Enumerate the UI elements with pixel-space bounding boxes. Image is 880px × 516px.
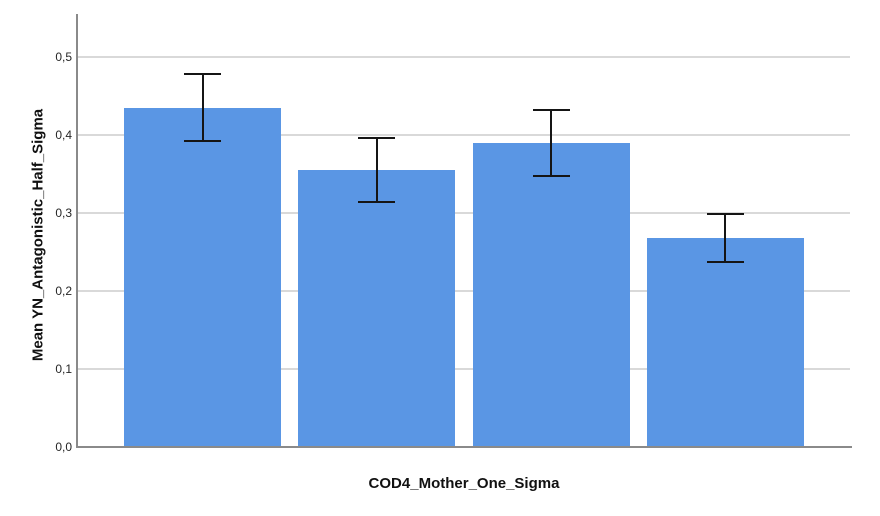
error-bar-cap-bottom [533, 175, 570, 177]
gridline [78, 212, 850, 214]
y-tick-label: 0,3 [55, 206, 72, 220]
error-bar-line [724, 213, 726, 263]
y-tick-label: 0,0 [55, 440, 72, 454]
error-bar-cap-bottom [358, 201, 395, 203]
y-axis-title: Mean YN_Antagonistic_Half_Sigma [29, 108, 47, 362]
gridline [78, 290, 850, 292]
gridline [78, 368, 850, 370]
y-tick-label: 0,4 [55, 128, 72, 142]
x-axis-line [76, 446, 852, 448]
y-tick-label: 0,5 [55, 50, 72, 64]
error-bar-line [550, 109, 552, 177]
bar [473, 143, 630, 446]
error-bar-line [202, 73, 204, 142]
y-tick-label: 0,2 [55, 284, 72, 298]
error-bar-cap-bottom [184, 140, 221, 142]
y-tick-label: 0,1 [55, 362, 72, 376]
error-bar-cap-top [533, 109, 570, 111]
error-bar-cap-bottom [707, 261, 744, 263]
bar [647, 238, 804, 446]
gridline [78, 134, 850, 136]
error-bar-line [376, 137, 378, 203]
bar [124, 108, 281, 446]
bar [298, 170, 455, 446]
error-bar-cap-top [707, 213, 744, 215]
error-bar-cap-top [184, 73, 221, 75]
y-axis-line [76, 14, 78, 448]
x-axis-title: COD4_Mother_One_Sigma [368, 475, 560, 492]
gridline [78, 56, 850, 58]
error-bar-cap-top [358, 137, 395, 139]
